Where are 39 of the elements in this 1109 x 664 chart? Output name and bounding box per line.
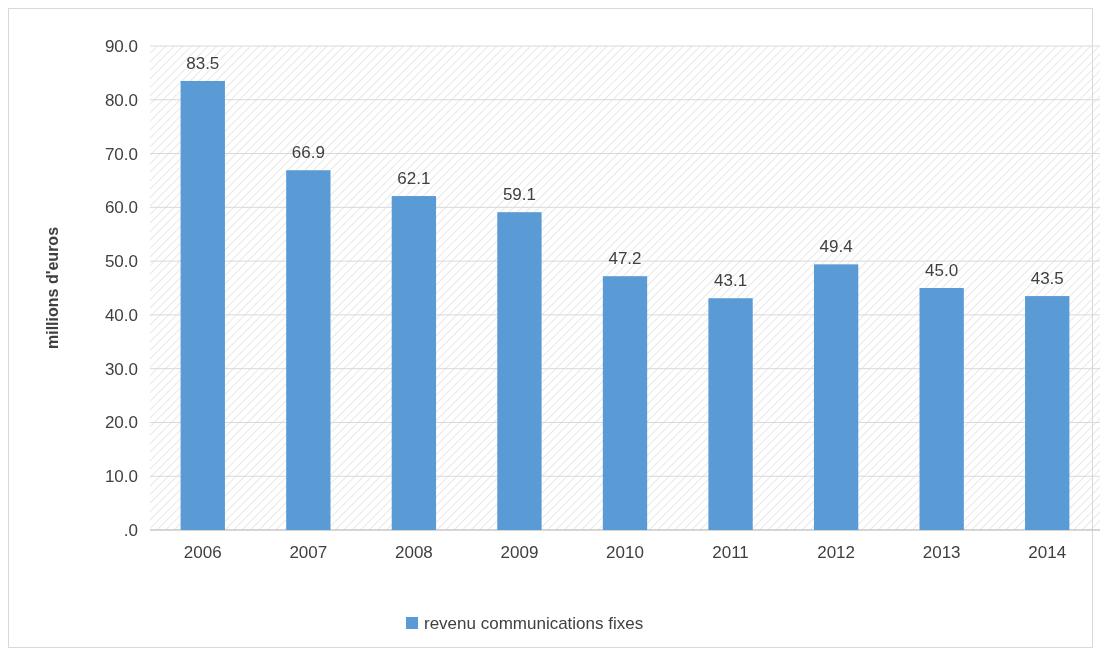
bar (813, 264, 859, 530)
text: 45.0 (925, 261, 959, 280)
text: 83.5 (186, 53, 220, 73)
text: 59.1 (502, 185, 536, 205)
text: 62.1 (397, 169, 431, 189)
text: 43.5 (1030, 269, 1064, 289)
text: 66.9 (291, 143, 325, 163)
x-tick-label: 2013 (922, 543, 961, 562)
y-tick-label: 50.0 (104, 252, 138, 272)
text: 49.4 (819, 237, 853, 257)
bar (497, 212, 542, 530)
text: 43.1 (714, 271, 748, 291)
bar (180, 80, 225, 530)
x-tick-label: 2009 (500, 543, 539, 562)
bar (1025, 296, 1070, 530)
y-axis-title: millions d'euros (44, 226, 61, 350)
y-tick-label: 20.0 (104, 413, 138, 433)
y-tick-label: 10.0 (104, 467, 138, 487)
x-tick-label: 2012 (817, 543, 856, 562)
x-tick-label: 2011 (712, 543, 749, 562)
x-tick-label: 2008 (394, 543, 433, 562)
y-tick-label: 60.0 (104, 198, 138, 218)
text: 47.2 (608, 249, 642, 269)
x-tick-label: 2010 (606, 543, 644, 562)
legend-label: revenu communications fixes (424, 613, 644, 633)
y-tick-label: 80.0 (104, 90, 138, 110)
bar (391, 196, 437, 530)
bar (286, 170, 331, 530)
y-tick-label: 70.0 (104, 144, 138, 164)
x-tick-label: 2006 (183, 543, 222, 562)
x-tick-label: 2007 (289, 543, 328, 562)
y-tick-label: 40.0 (104, 305, 138, 325)
y-tick-label: 90.0 (104, 36, 138, 56)
y-tick-label: 30.0 (104, 359, 138, 379)
bar (919, 288, 964, 530)
bar (602, 276, 648, 530)
y-tick-label: .0 (123, 520, 138, 540)
bar (708, 298, 753, 530)
x-tick-label: 2014 (1028, 543, 1067, 562)
